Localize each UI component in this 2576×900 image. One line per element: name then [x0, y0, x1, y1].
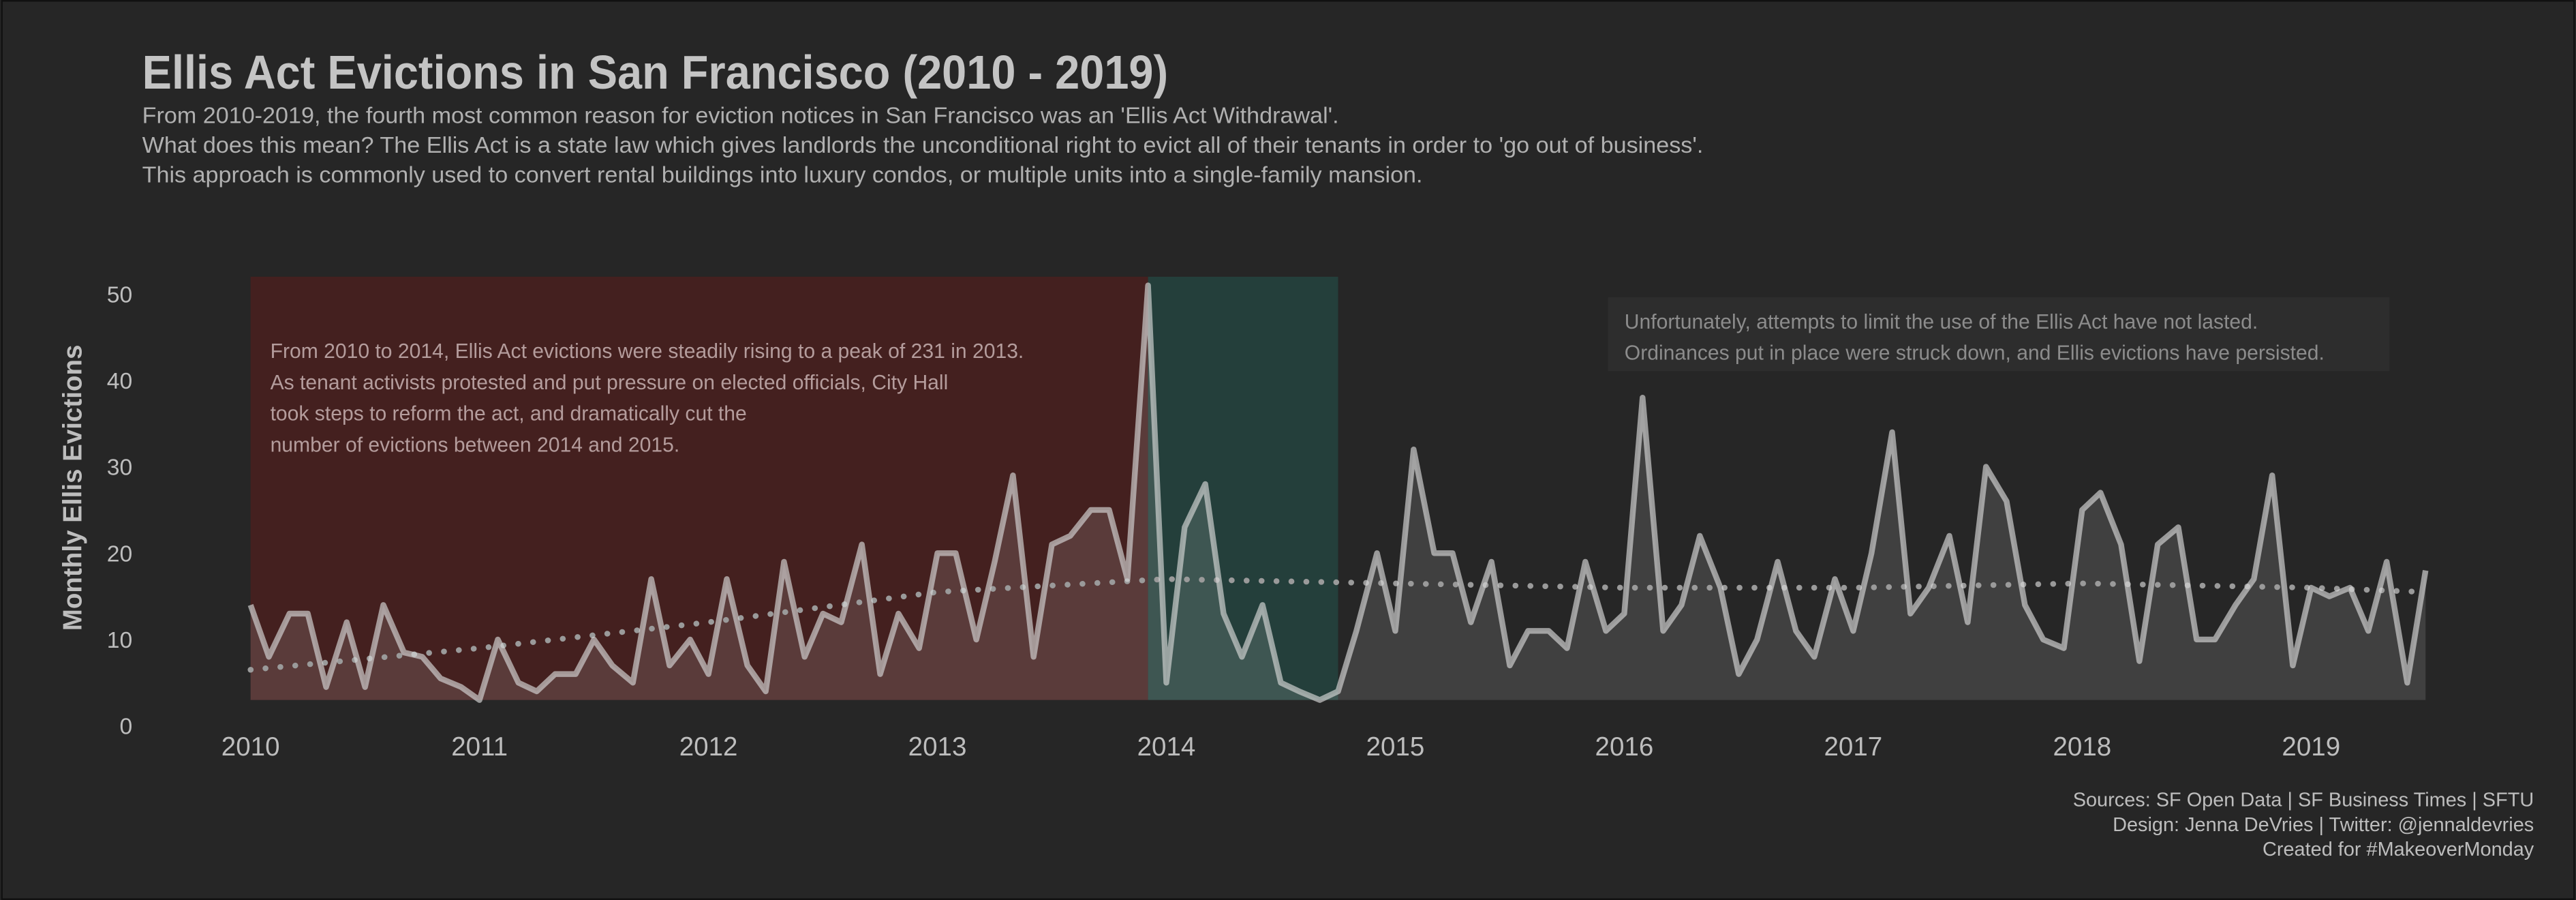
- subtitle: This approach is commonly used to conver…: [142, 162, 1423, 188]
- area: [250, 285, 2426, 700]
- highlight-band: [250, 276, 1148, 700]
- annotation-box: [1608, 297, 2390, 372]
- source: Created for #MakeoverMonday: [2263, 839, 2534, 860]
- x-tick-label: 2016: [1595, 732, 1654, 762]
- trend-line: [247, 576, 2429, 673]
- source: Sources: SF Open Data | SF Business Time…: [2073, 790, 2534, 811]
- x-tick-label: 2015: [1366, 732, 1425, 762]
- x-tick-label: 2014: [1137, 732, 1196, 762]
- x-tick-label: 2013: [908, 732, 967, 762]
- annotation: took steps to reform the act, and dramat…: [271, 403, 747, 425]
- source: Design: Jenna DeVries | Twitter: @jennal…: [2113, 814, 2534, 836]
- annotation: Ordinances put in place were struck down…: [1625, 342, 2325, 365]
- x-tick-label: 2017: [1824, 732, 1883, 762]
- x-tick-label: 2010: [221, 732, 280, 762]
- y-tick-label: 10: [107, 627, 133, 653]
- y-tick-label: 20: [107, 541, 133, 567]
- x-tick-label: 2018: [2053, 732, 2111, 762]
- annotation: From 2010 to 2014, Ellis Act evictions w…: [271, 340, 1024, 363]
- x-tick-label: 2012: [679, 732, 738, 762]
- highlight-band: [1148, 276, 1338, 700]
- y-tick-label: 50: [107, 282, 133, 308]
- annotation: number of evictions between 2014 and 201…: [271, 434, 680, 456]
- y-axis-label: Monthly Ellis Evictions: [59, 345, 88, 631]
- line: [247, 282, 2429, 703]
- subtitle: What does this mean? The Ellis Act is a …: [142, 132, 1704, 158]
- annotation: Unfortunately, attempts to limit the use…: [1625, 311, 2258, 333]
- plot-area: 0 10 20 30 40 50 2010 2011 2012 2013 2014 2015 2016 2…: [107, 276, 2429, 762]
- annotation: As tenant activists protested and put pr…: [271, 372, 949, 394]
- y-tick-label: 30: [107, 455, 133, 481]
- y-tick-label: 0: [119, 714, 132, 740]
- title: Ellis Act Evictions in San Francisco (20…: [142, 46, 1168, 99]
- x-tick-label: 2019: [2282, 732, 2340, 762]
- y-tick-label: 40: [107, 368, 133, 394]
- x-tick-label: 2011: [451, 732, 508, 762]
- subtitle: From 2010-2019, the fourth most common r…: [142, 103, 1339, 129]
